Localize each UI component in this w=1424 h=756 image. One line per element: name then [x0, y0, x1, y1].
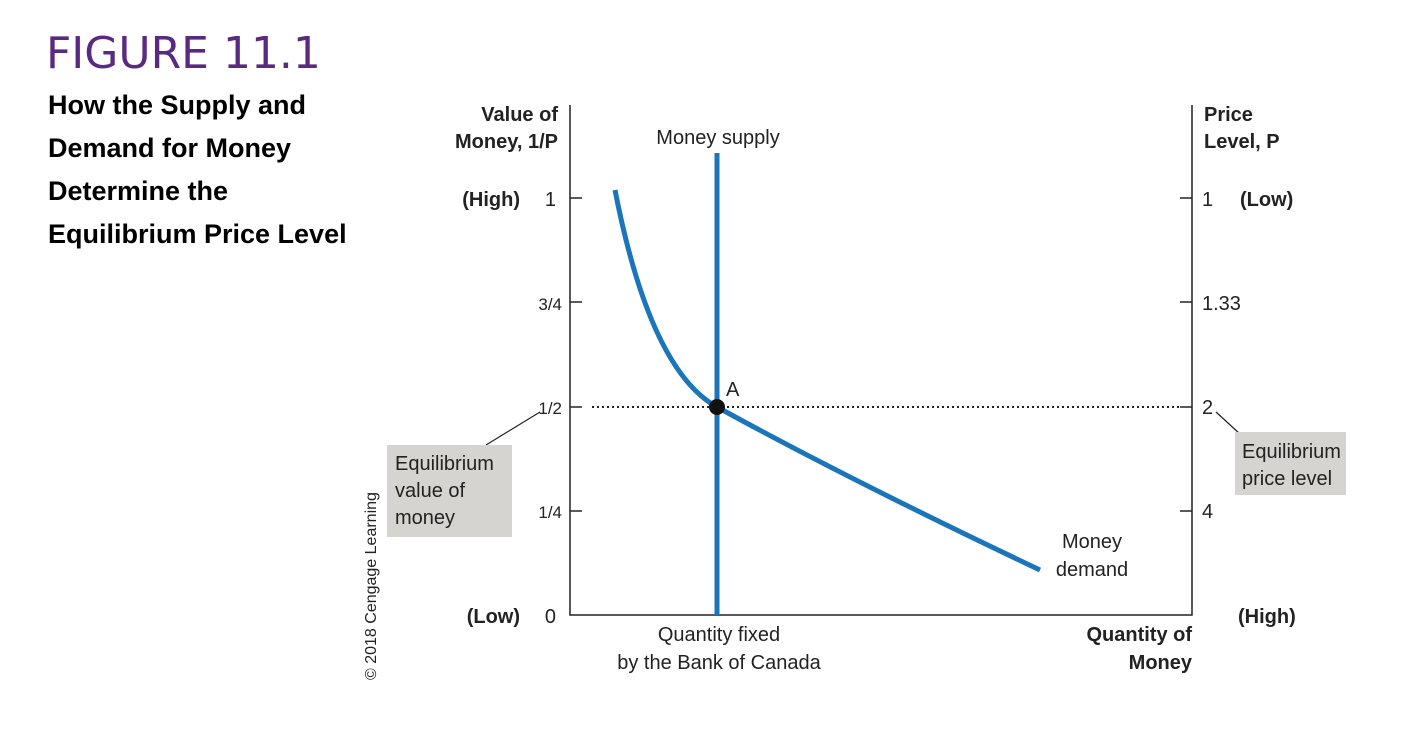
right-low: (Low) — [1240, 189, 1293, 211]
x-axis-title: Quantity of — [1086, 624, 1192, 646]
figure-number: FIGURE 11.1 — [46, 28, 321, 79]
callout-box — [1235, 432, 1346, 495]
left-high: (High) — [462, 189, 520, 211]
left-tick-label: 3/4 — [538, 295, 562, 314]
left-tick-label: 1 — [545, 189, 556, 211]
callout-text: Equilibrium — [1242, 441, 1341, 463]
x-label: Quantity fixed — [658, 624, 780, 646]
point-label: A — [726, 379, 740, 401]
left-axis-title: Value of — [481, 104, 558, 126]
demand-label: demand — [1056, 559, 1128, 581]
money-demand — [612, 189, 1042, 573]
left-tick-label: 1/4 — [538, 503, 562, 522]
left-tick-label: 1/2 — [538, 399, 562, 418]
callout-text: price level — [1242, 468, 1332, 490]
supply-label: Money supply — [656, 127, 779, 149]
title-line: Equilibrium Price Level — [48, 219, 347, 249]
right-tick-label: 4 — [1202, 501, 1213, 523]
right-tick-label: 1 — [1202, 189, 1213, 211]
x-label: by the Bank of Canada — [617, 652, 821, 674]
callout-text: Equilibrium — [395, 453, 494, 475]
callout-box — [387, 445, 512, 537]
demand-label: Money — [1062, 531, 1122, 553]
callout-text: money — [395, 507, 455, 529]
right-tick-label: 1.33 — [1202, 293, 1241, 315]
callout-text: value of — [395, 480, 465, 502]
figure-title: How the Supply and Demand for Money Dete… — [48, 90, 347, 249]
x-axis-title: Money — [1129, 652, 1193, 674]
equilibrium-point — [709, 399, 725, 415]
left-tick-label: 0 — [545, 606, 556, 628]
right-axis-title: Level, P — [1204, 131, 1280, 153]
title-line: How the Supply and — [48, 90, 306, 120]
left-axis-title: Money, 1/P — [455, 131, 558, 153]
right-axis-title: Price — [1204, 104, 1253, 126]
title-line: Determine the — [48, 176, 228, 206]
ticks — [570, 197, 1192, 512]
credit: © 2018 Cengage Learning — [363, 492, 380, 680]
axes — [569, 105, 1193, 616]
right-tick-label: 2 — [1202, 397, 1213, 419]
callout-leader — [1215, 411, 1241, 435]
title-line: Demand for Money — [48, 133, 291, 163]
left-low: (Low) — [467, 606, 520, 628]
callout-leader — [485, 411, 541, 446]
right-high: (High) — [1238, 606, 1296, 628]
